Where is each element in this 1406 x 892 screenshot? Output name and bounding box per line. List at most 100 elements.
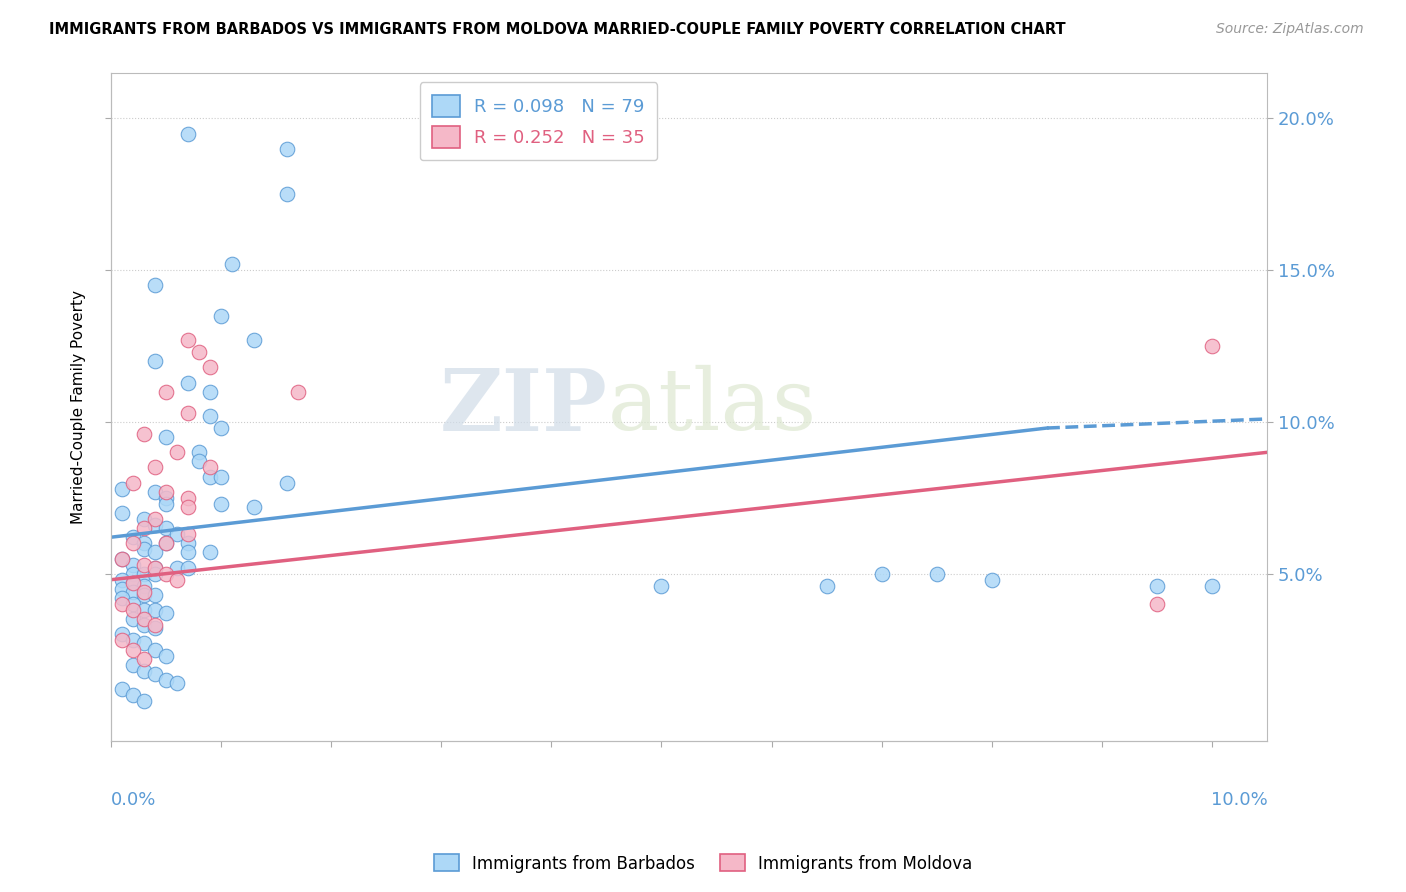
Point: [155, 384, 177, 399]
Point: [143, 560, 166, 574]
Point: [110, 573, 132, 587]
Point: [198, 460, 221, 475]
Point: [1146, 597, 1168, 611]
Point: [276, 187, 298, 202]
Point: [143, 518, 166, 533]
Point: [110, 582, 132, 596]
Legend: R = 0.098   N = 79, R = 0.252   N = 35: R = 0.098 N = 79, R = 0.252 N = 35: [420, 82, 658, 161]
Point: [132, 694, 155, 708]
Point: [187, 445, 209, 459]
Point: [176, 333, 198, 347]
Text: Source: ZipAtlas.com: Source: ZipAtlas.com: [1216, 22, 1364, 37]
Point: [187, 345, 209, 359]
Point: [176, 536, 198, 550]
Point: [209, 469, 232, 483]
Point: [155, 491, 177, 505]
Point: [121, 688, 143, 702]
Point: [110, 482, 132, 496]
Point: [121, 536, 143, 550]
Point: [121, 558, 143, 572]
Point: [1146, 579, 1168, 593]
Point: [155, 673, 177, 687]
Text: 0.0%: 0.0%: [111, 790, 156, 809]
Point: [132, 521, 155, 535]
Point: [155, 497, 177, 511]
Point: [155, 536, 177, 550]
Point: [176, 406, 198, 420]
Point: [870, 566, 893, 581]
Point: [121, 575, 143, 590]
Y-axis label: Married-Couple Family Poverty: Married-Couple Family Poverty: [72, 290, 86, 524]
Text: IMMIGRANTS FROM BARBADOS VS IMMIGRANTS FROM MOLDOVA MARRIED-COUPLE FAMILY POVERT: IMMIGRANTS FROM BARBADOS VS IMMIGRANTS F…: [49, 22, 1066, 37]
Point: [1201, 339, 1223, 353]
Point: [121, 575, 143, 590]
Point: [121, 475, 143, 490]
Point: [143, 354, 166, 368]
Point: [132, 588, 155, 602]
Point: [110, 591, 132, 605]
Text: atlas: atlas: [607, 365, 817, 449]
Point: [132, 427, 155, 442]
Point: [121, 633, 143, 648]
Text: 10.0%: 10.0%: [1211, 790, 1267, 809]
Point: [121, 597, 143, 611]
Point: [166, 573, 188, 587]
Point: [176, 376, 198, 390]
Point: [132, 664, 155, 678]
Point: [198, 409, 221, 423]
Point: [198, 469, 221, 483]
Point: [143, 666, 166, 681]
Point: [110, 627, 132, 641]
Point: [121, 585, 143, 599]
Point: [176, 500, 198, 514]
Point: [132, 579, 155, 593]
Point: [176, 560, 198, 574]
Point: [242, 500, 264, 514]
Point: [110, 551, 132, 566]
Point: [143, 603, 166, 617]
Point: [121, 657, 143, 672]
Point: [176, 127, 198, 141]
Point: [132, 585, 155, 599]
Point: [143, 618, 166, 632]
Point: [166, 676, 188, 690]
Point: [287, 384, 309, 399]
Point: [110, 681, 132, 696]
Point: [1201, 579, 1223, 593]
Point: [650, 579, 672, 593]
Point: [143, 566, 166, 581]
Point: [110, 597, 132, 611]
Point: [155, 536, 177, 550]
Point: [276, 142, 298, 156]
Point: [143, 278, 166, 293]
Point: [143, 642, 166, 657]
Point: [925, 566, 948, 581]
Point: [155, 484, 177, 499]
Point: [110, 506, 132, 520]
Point: [155, 521, 177, 535]
Point: [132, 618, 155, 632]
Point: [132, 636, 155, 650]
Point: [209, 309, 232, 323]
Point: [209, 497, 232, 511]
Point: [176, 491, 198, 505]
Point: [132, 612, 155, 626]
Point: [209, 421, 232, 435]
Point: [143, 545, 166, 559]
Point: [143, 460, 166, 475]
Point: [143, 588, 166, 602]
Point: [166, 527, 188, 541]
Point: [198, 384, 221, 399]
Point: [980, 573, 1002, 587]
Point: [198, 545, 221, 559]
Point: [132, 603, 155, 617]
Point: [176, 545, 198, 559]
Point: [198, 360, 221, 375]
Legend: Immigrants from Barbados, Immigrants from Moldova: Immigrants from Barbados, Immigrants fro…: [427, 847, 979, 880]
Point: [110, 633, 132, 648]
Point: [155, 606, 177, 620]
Point: [132, 542, 155, 557]
Point: [110, 551, 132, 566]
Point: [242, 333, 264, 347]
Point: [132, 566, 155, 581]
